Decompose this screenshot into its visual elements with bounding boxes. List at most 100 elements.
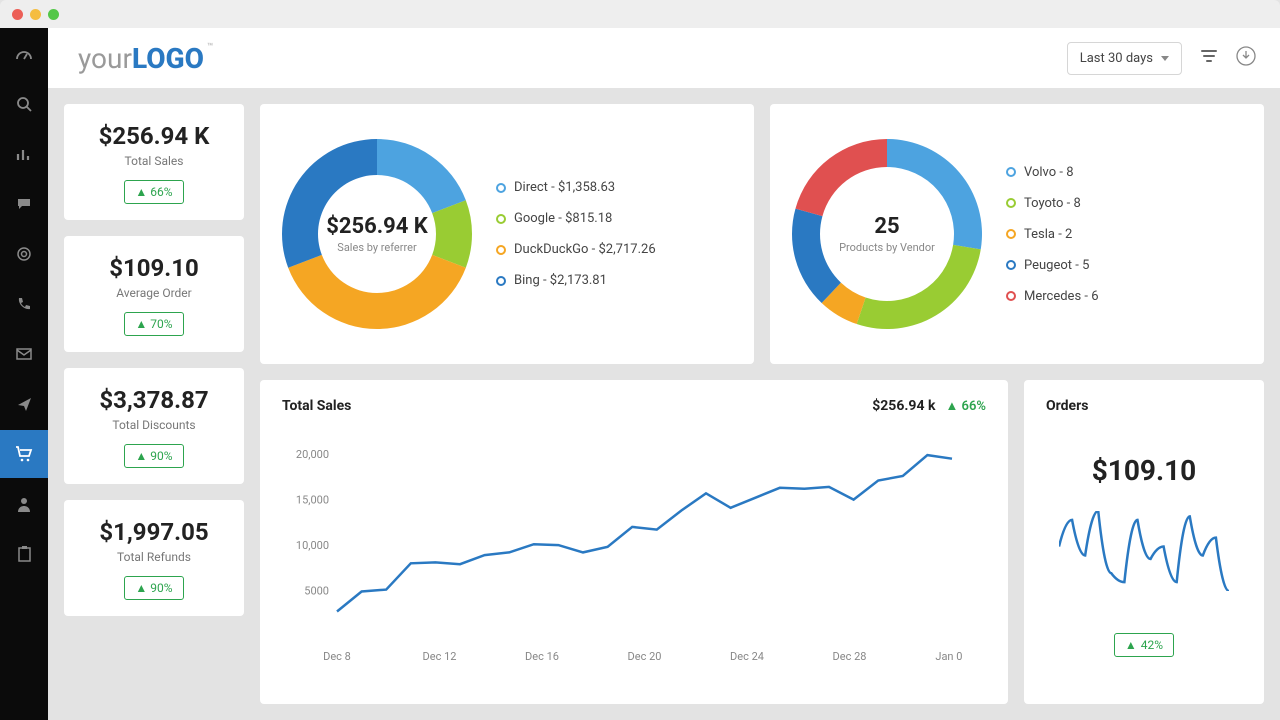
cart-icon[interactable]	[0, 430, 48, 478]
chat-icon[interactable]	[0, 192, 48, 216]
metric-label: Total Sales	[74, 154, 234, 168]
svg-text:5000: 5000	[304, 585, 329, 598]
metric-card-1: $109.10 Average Order ▲ 70%	[64, 236, 244, 352]
linechart-value: $256.94 k	[872, 398, 935, 414]
donut-vendor: 25Products by Vendor	[792, 139, 982, 329]
legend-dot	[496, 276, 506, 286]
donut-vendor-legend: Volvo - 8 Toyoto - 8 Tesla - 2 Peugeot - 5 M…	[1006, 165, 1099, 304]
traffic-maximize[interactable]	[48, 9, 59, 20]
legend-item: Mercedes - 6	[1006, 289, 1099, 304]
metric-column: $256.94 K Total Sales ▲ 66% $109.10 Avera…	[64, 104, 244, 704]
logo-tm: ™	[207, 42, 213, 53]
orders-value: $109.10	[1046, 454, 1242, 487]
chart-icon[interactable]	[0, 142, 48, 166]
legend-label: Google - $815.18	[514, 211, 612, 226]
linechart: 5000 10,000 15,000 20,000 Dec 8 Dec 12 Dec 16…	[282, 426, 986, 670]
target-icon[interactable]	[0, 242, 48, 266]
traffic-minimize[interactable]	[30, 9, 41, 20]
content: yourLOGO™ Last 30 days $256.94 K	[48, 28, 1280, 720]
svg-text:Dec 8: Dec 8	[323, 650, 351, 663]
svg-text:10,000: 10,000	[296, 539, 329, 552]
donut-card-referrer: $256.94 KSales by referrer Direct - $1,3…	[260, 104, 754, 364]
metric-change-badge: ▲ 90%	[124, 444, 183, 468]
legend-item: DuckDuckGo - $2,717.26	[496, 242, 656, 257]
metric-card-3: $1,997.05 Total Refunds ▲ 90%	[64, 500, 244, 616]
search-icon[interactable]	[0, 92, 48, 116]
user-icon[interactable]	[0, 492, 48, 516]
legend-item: Bing - $2,173.81	[496, 273, 656, 288]
dashboard-grid: $256.94 K Total Sales ▲ 66% $109.10 Avera…	[48, 88, 1280, 720]
metric-change-badge: ▲ 90%	[124, 576, 183, 600]
legend-label: Volvo - 8	[1024, 165, 1074, 180]
legend-dot	[1006, 260, 1016, 270]
legend-dot	[1006, 167, 1016, 177]
mail-icon[interactable]	[0, 342, 48, 366]
legend-label: Bing - $2,173.81	[514, 273, 607, 288]
right-column: $256.94 KSales by referrer Direct - $1,3…	[260, 104, 1264, 704]
logo-part1: your	[78, 42, 132, 75]
orders-card: Orders $109.10 ▲ 42%	[1024, 380, 1264, 704]
donut-referrer-legend: Direct - $1,358.63 Google - $815.18 DuckDu…	[496, 180, 656, 288]
orders-title: Orders	[1046, 398, 1242, 414]
metric-label: Average Order	[74, 286, 234, 300]
metric-change-badge: ▲ 70%	[124, 312, 183, 336]
dashboard-icon[interactable]	[0, 42, 48, 66]
svg-text:Dec 16: Dec 16	[525, 650, 559, 663]
metric-label: Total Refunds	[74, 550, 234, 564]
metric-value: $256.94 K	[74, 122, 234, 150]
send-icon[interactable]	[0, 392, 48, 416]
main: yourLOGO™ Last 30 days $256.94 K	[0, 28, 1280, 720]
legend-item: Toyoto - 8	[1006, 196, 1099, 211]
metric-value: $3,378.87	[74, 386, 234, 414]
legend-label: Tesla - 2	[1024, 227, 1072, 242]
legend-label: Mercedes - 6	[1024, 289, 1099, 304]
legend-label: Direct - $1,358.63	[514, 180, 615, 195]
legend-item: Volvo - 8	[1006, 165, 1099, 180]
legend-item: Google - $815.18	[496, 211, 656, 226]
topbar: yourLOGO™ Last 30 days	[48, 28, 1280, 88]
svg-text:Dec 12: Dec 12	[423, 650, 457, 663]
metric-value: $1,997.05	[74, 518, 234, 546]
chevron-down-icon	[1161, 56, 1169, 61]
legend-dot	[1006, 229, 1016, 239]
metric-value: $109.10	[74, 254, 234, 282]
linechart-change: ▲ 66%	[945, 398, 986, 414]
bottom-row: Total Sales $256.94 k ▲ 66% 5000 10,000 15…	[260, 380, 1264, 704]
legend-item: Direct - $1,358.63	[496, 180, 656, 195]
orders-change-badge: ▲ 42%	[1114, 633, 1174, 657]
clipboard-icon[interactable]	[0, 542, 48, 566]
legend-dot	[1006, 198, 1016, 208]
svg-text:20,000: 20,000	[296, 448, 329, 461]
svg-text:Dec 20: Dec 20	[628, 650, 662, 663]
logo-part2: LOGO	[132, 42, 204, 75]
metric-card-2: $3,378.87 Total Discounts ▲ 90%	[64, 368, 244, 484]
metric-change-badge: ▲ 66%	[124, 180, 183, 204]
legend-label: Peugeot - 5	[1024, 258, 1089, 273]
legend-item: Tesla - 2	[1006, 227, 1099, 242]
donut-card-vendor: 25Products by Vendor Volvo - 8 Toyoto - 8…	[770, 104, 1264, 364]
svg-text:Jan 01: Jan 01	[935, 650, 962, 663]
legend-dot	[496, 245, 506, 255]
legend-label: DuckDuckGo - $2,717.26	[514, 242, 656, 257]
legend-dot	[496, 214, 506, 224]
date-range-label: Last 30 days	[1080, 51, 1153, 66]
metric-card-0: $256.94 K Total Sales ▲ 66%	[64, 104, 244, 220]
filter-icon[interactable]	[1200, 47, 1218, 69]
sidebar	[0, 28, 48, 720]
donut-row: $256.94 KSales by referrer Direct - $1,3…	[260, 104, 1264, 364]
legend-label: Toyoto - 8	[1024, 196, 1081, 211]
linechart-card: Total Sales $256.94 k ▲ 66% 5000 10,000 15…	[260, 380, 1008, 704]
legend-item: Peugeot - 5	[1006, 258, 1099, 273]
metric-label: Total Discounts	[74, 418, 234, 432]
topbar-right: Last 30 days	[1067, 42, 1256, 75]
svg-text:Dec 28: Dec 28	[833, 650, 867, 663]
date-range-select[interactable]: Last 30 days	[1067, 42, 1182, 75]
linechart-title: Total Sales	[282, 398, 351, 414]
phone-icon[interactable]	[0, 292, 48, 316]
svg-text:Dec 24: Dec 24	[730, 650, 764, 663]
download-icon[interactable]	[1236, 46, 1256, 70]
legend-dot	[1006, 291, 1016, 301]
traffic-close[interactable]	[12, 9, 23, 20]
donut-referrer: $256.94 KSales by referrer	[282, 139, 472, 329]
svg-text:15,000: 15,000	[296, 494, 329, 507]
